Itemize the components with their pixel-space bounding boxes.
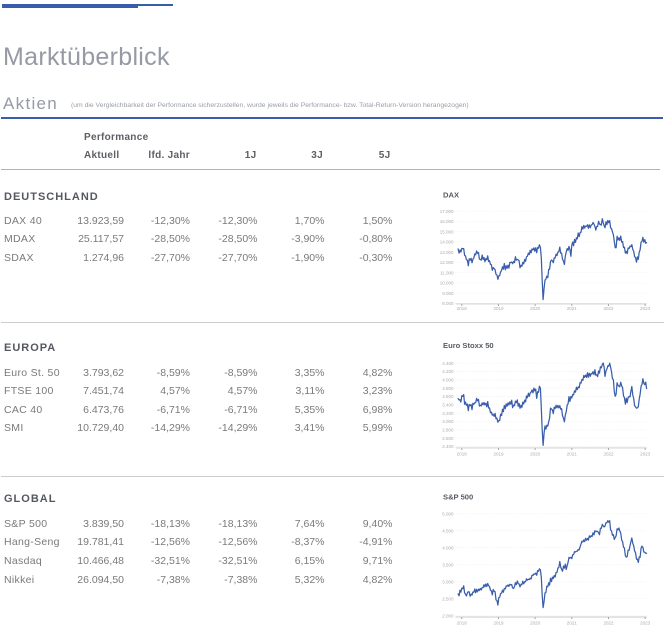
svg-text:3.800: 3.800 bbox=[442, 386, 454, 391]
svg-text:Euro Stoxx 50: Euro Stoxx 50 bbox=[443, 341, 494, 350]
svg-text:2021: 2021 bbox=[567, 620, 578, 625]
svg-text:S&P 500: S&P 500 bbox=[443, 492, 473, 501]
svg-text:8.000: 8.000 bbox=[442, 301, 454, 306]
svg-text:4.500: 4.500 bbox=[442, 528, 454, 533]
svg-text:3.200: 3.200 bbox=[442, 411, 454, 416]
svg-text:11.000: 11.000 bbox=[440, 270, 454, 275]
svg-text:14.000: 14.000 bbox=[440, 240, 454, 245]
svg-text:2022: 2022 bbox=[603, 306, 614, 311]
svg-text:16.000: 16.000 bbox=[440, 219, 454, 224]
svg-text:2.400: 2.400 bbox=[442, 444, 454, 449]
svg-text:17.000: 17.000 bbox=[440, 209, 454, 214]
svg-text:2022: 2022 bbox=[603, 620, 614, 625]
svg-text:2018: 2018 bbox=[457, 306, 468, 311]
svg-text:2021: 2021 bbox=[567, 306, 578, 311]
svg-text:2020: 2020 bbox=[530, 306, 541, 311]
svg-text:3.000: 3.000 bbox=[442, 579, 454, 584]
svg-text:15.000: 15.000 bbox=[440, 229, 454, 234]
svg-text:2020: 2020 bbox=[530, 452, 541, 457]
svg-text:2019: 2019 bbox=[493, 452, 504, 457]
svg-text:2.800: 2.800 bbox=[442, 427, 454, 432]
svg-text:3.000: 3.000 bbox=[442, 419, 454, 424]
svg-text:2023: 2023 bbox=[640, 306, 651, 311]
svg-text:2019: 2019 bbox=[493, 620, 504, 625]
svg-text:9.000: 9.000 bbox=[442, 291, 454, 296]
svg-text:12.000: 12.000 bbox=[440, 260, 454, 265]
svg-text:DAX: DAX bbox=[443, 190, 459, 199]
svg-text:4.400: 4.400 bbox=[442, 361, 454, 366]
svg-text:2.500: 2.500 bbox=[442, 596, 454, 601]
svg-text:13.000: 13.000 bbox=[440, 250, 454, 255]
svg-text:2018: 2018 bbox=[457, 620, 468, 625]
svg-text:3.500: 3.500 bbox=[442, 562, 454, 567]
svg-text:2.000: 2.000 bbox=[442, 613, 454, 618]
svg-text:5.000: 5.000 bbox=[442, 512, 454, 517]
svg-text:2023: 2023 bbox=[640, 452, 651, 457]
svg-text:4.200: 4.200 bbox=[442, 369, 454, 374]
svg-text:2018: 2018 bbox=[457, 452, 468, 457]
svg-text:4.000: 4.000 bbox=[442, 545, 454, 550]
svg-text:3.600: 3.600 bbox=[442, 394, 454, 399]
svg-text:2021: 2021 bbox=[567, 452, 578, 457]
svg-text:10.000: 10.000 bbox=[440, 281, 454, 286]
svg-text:2020: 2020 bbox=[530, 620, 541, 625]
svg-text:2.600: 2.600 bbox=[442, 436, 454, 441]
svg-text:2019: 2019 bbox=[493, 306, 504, 311]
svg-text:3.400: 3.400 bbox=[442, 403, 454, 408]
svg-text:4.000: 4.000 bbox=[442, 378, 454, 383]
svg-text:2022: 2022 bbox=[603, 452, 614, 457]
svg-text:2023: 2023 bbox=[640, 620, 651, 625]
